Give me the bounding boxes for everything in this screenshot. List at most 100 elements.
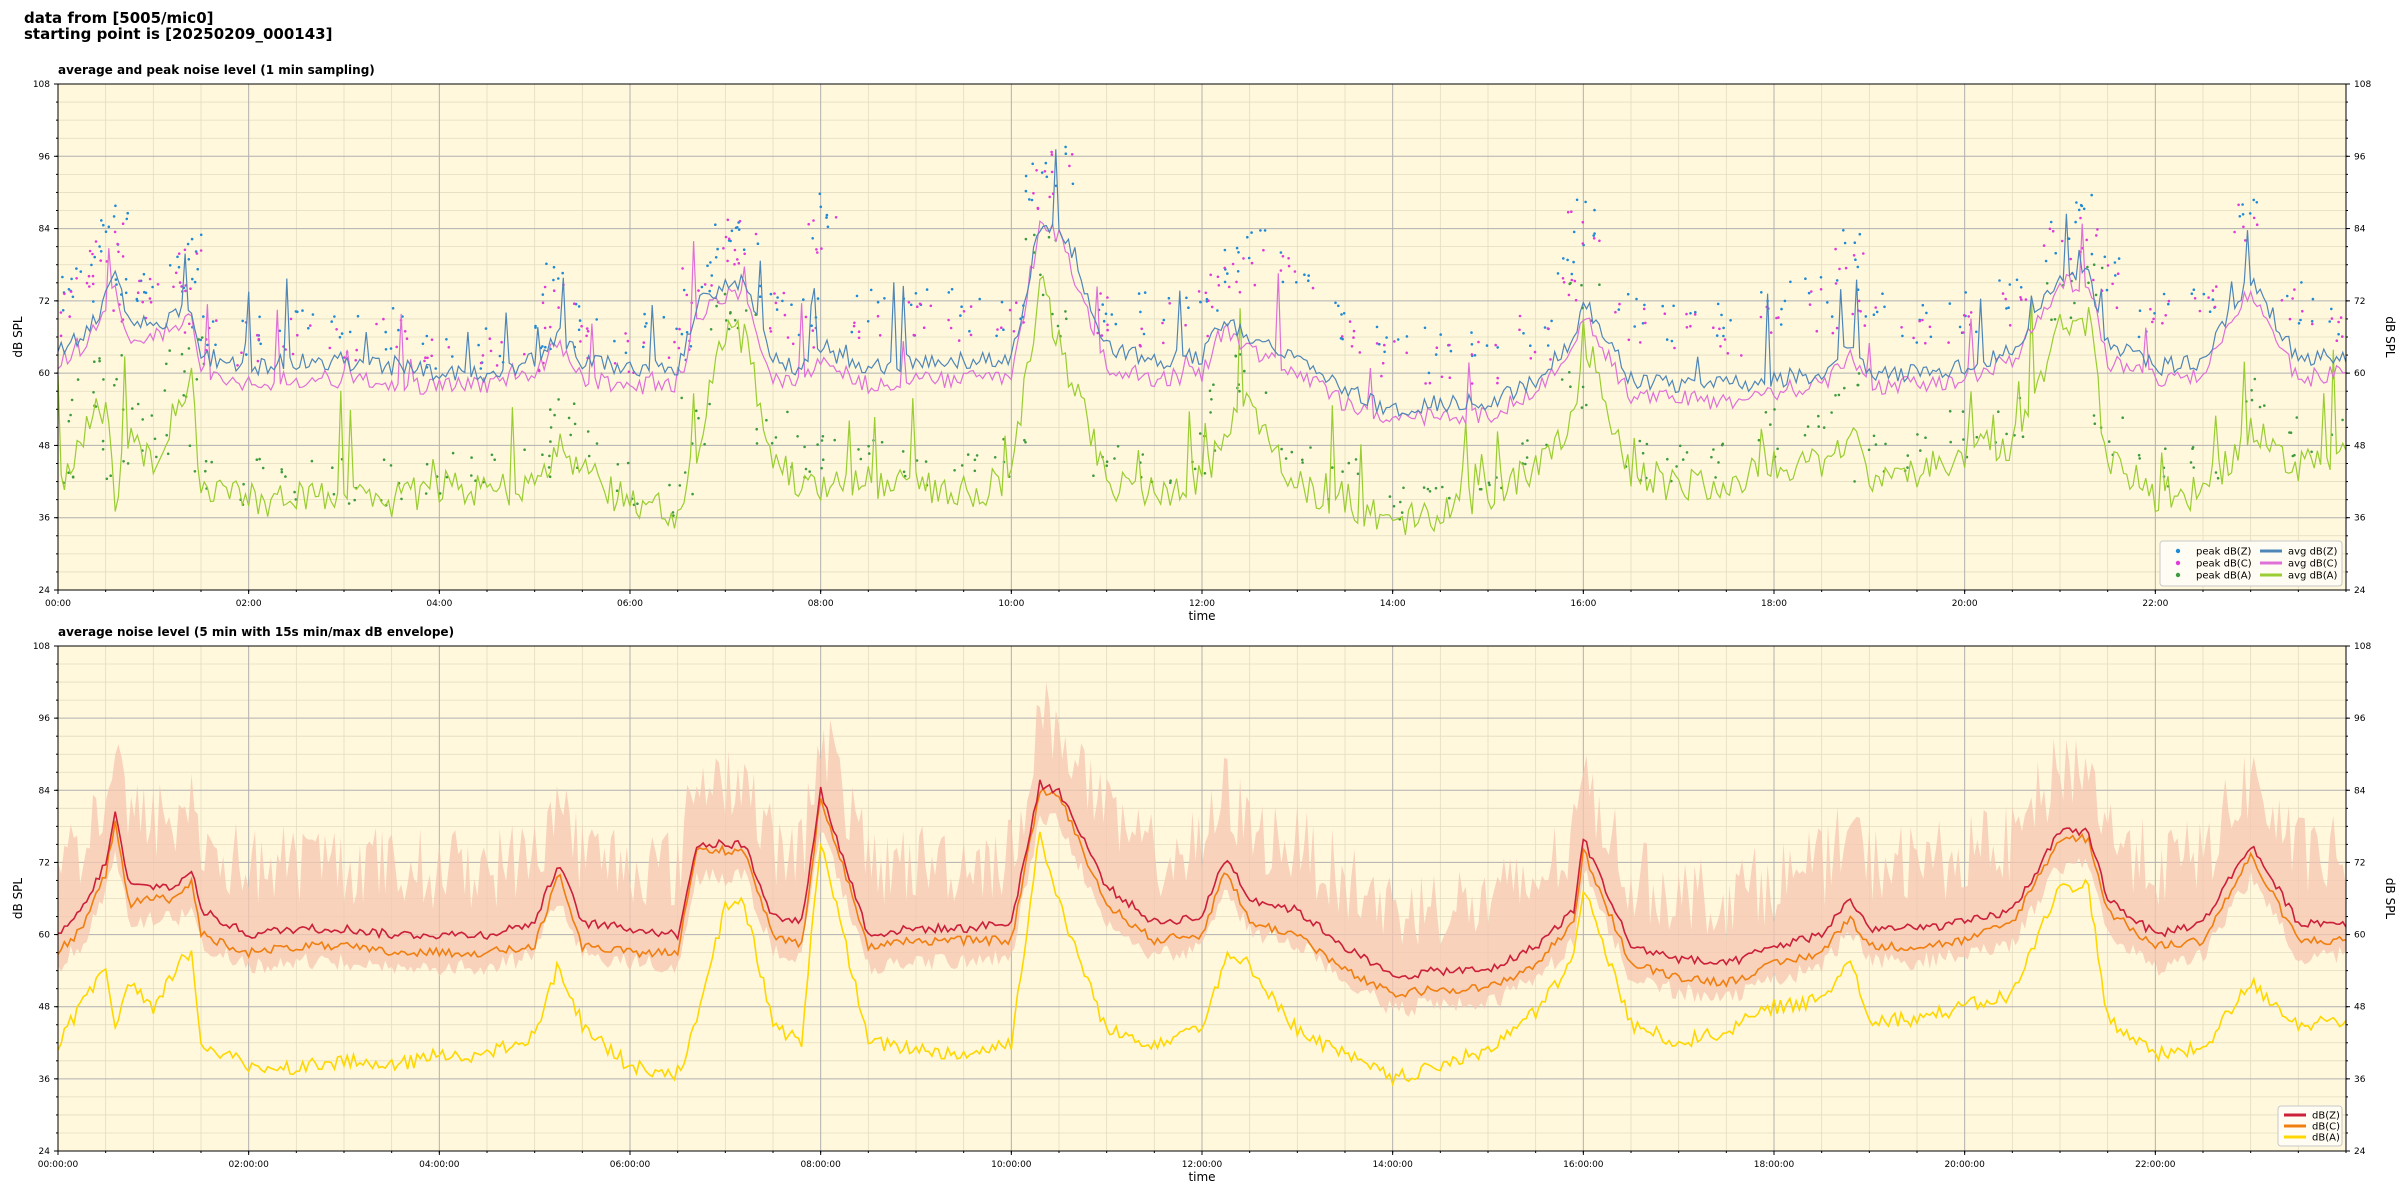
peak-z-point xyxy=(914,292,918,295)
peak-z-point xyxy=(1375,325,1379,329)
y-tick-label-right: 36 xyxy=(2354,1075,2366,1085)
peak-c-point xyxy=(91,282,95,286)
x-tick-label: 02:00:00 xyxy=(228,1160,269,1170)
peak-a-point xyxy=(1422,486,1426,489)
y-tick-label-left: 24 xyxy=(39,586,51,596)
peak-a-point xyxy=(280,468,284,471)
peak-z-point xyxy=(1783,299,1787,303)
x-tick-label: 18:00:00 xyxy=(1754,1160,1795,1170)
peak-z-point xyxy=(340,332,344,335)
peak-a-point xyxy=(1817,425,1820,428)
peak-a-point xyxy=(902,470,906,474)
y-axis-label-right: dB SPL xyxy=(2383,878,2397,920)
peak-z-point xyxy=(810,324,813,328)
peak-z-point xyxy=(100,219,103,222)
peak-c-point xyxy=(2020,298,2023,301)
peak-c-point xyxy=(929,304,933,308)
peak-a-point xyxy=(168,349,171,352)
peak-z-point xyxy=(577,305,581,308)
peak-a-point xyxy=(1580,406,1584,409)
peak-a-point xyxy=(1141,453,1145,456)
peak-c-point xyxy=(768,327,772,330)
peak-c-point xyxy=(1207,299,1210,303)
peak-a-point xyxy=(105,477,109,481)
peak-c-point xyxy=(1835,326,1839,330)
peak-c-point xyxy=(783,313,787,317)
peak-z-point xyxy=(2044,259,2048,263)
peak-c-point xyxy=(1769,331,1773,334)
peak-z-point xyxy=(1921,303,1925,307)
y-tick-label-left: 72 xyxy=(39,297,50,307)
peak-a-point xyxy=(67,471,70,475)
peak-z-point xyxy=(124,291,128,295)
peak-c-point xyxy=(685,293,689,297)
peak-z-point xyxy=(1250,231,1253,234)
peak-z-point xyxy=(1226,272,1229,275)
peak-z-point xyxy=(1522,332,1525,335)
peak-z-point xyxy=(107,225,111,229)
peak-a-point xyxy=(901,450,905,453)
peak-c-point xyxy=(812,346,815,349)
peak-a-point xyxy=(2341,418,2344,422)
peak-z-point xyxy=(1449,349,1453,353)
peak-c-point xyxy=(743,252,746,256)
peak-c-point xyxy=(257,337,261,341)
peak-a-point xyxy=(1426,487,1430,491)
peak-z-point xyxy=(1295,281,1298,284)
peak-c-point xyxy=(2151,320,2154,324)
peak-z-point xyxy=(67,288,71,291)
legend-label: dB(A) xyxy=(2312,1133,2340,1144)
peak-c-point xyxy=(2096,228,2099,231)
peak-c-point xyxy=(1405,351,1408,355)
peak-c-point xyxy=(2060,239,2064,243)
peak-z-point xyxy=(1045,175,1049,179)
peak-z-point xyxy=(1071,182,1075,186)
peak-a-point xyxy=(2050,318,2053,322)
peak-a-point xyxy=(1906,454,1910,457)
peak-c-point xyxy=(585,327,589,330)
peak-z-point xyxy=(2113,261,2117,264)
peak-a-point xyxy=(92,391,95,394)
y-tick-label-left: 108 xyxy=(33,642,50,652)
peak-z-point xyxy=(2103,255,2107,259)
peak-a-point xyxy=(1948,409,1952,413)
peak-a-point xyxy=(668,483,671,487)
peak-z-point xyxy=(1556,272,1560,275)
peak-a-point xyxy=(141,418,144,421)
peak-c-point xyxy=(2001,292,2005,295)
peak-c-point xyxy=(284,348,287,351)
peak-c-point xyxy=(1561,277,1565,280)
peak-c-point xyxy=(852,324,856,328)
peak-c-point xyxy=(188,322,191,326)
peak-a-point xyxy=(2189,461,2193,464)
peak-z-point xyxy=(1835,279,1839,282)
peak-z-point xyxy=(544,345,547,349)
peak-c-point xyxy=(969,333,973,337)
peak-a-point xyxy=(1526,439,1529,442)
peak-a-point xyxy=(293,490,296,494)
peak-c-point xyxy=(1900,326,1903,329)
peak-a-point xyxy=(1962,438,1965,441)
peak-a-point xyxy=(242,482,245,486)
peak-a-point xyxy=(98,359,101,363)
peak-c-point xyxy=(552,289,556,293)
peak-a-point xyxy=(2293,453,2296,457)
series-peak-c xyxy=(59,150,2344,385)
peak-a-point xyxy=(113,383,116,387)
peak-z-point xyxy=(700,285,704,289)
peak-c-point xyxy=(1287,257,1290,260)
peak-z-point xyxy=(307,326,310,330)
peak-z-point xyxy=(2252,198,2255,202)
peak-c-point xyxy=(447,346,451,349)
peak-z-point xyxy=(737,228,741,231)
peak-c-point xyxy=(195,252,199,255)
peak-a-point xyxy=(786,410,789,414)
peak-c-point xyxy=(710,284,713,287)
peak-a-point xyxy=(451,451,455,455)
peak-c-point xyxy=(1924,341,1927,345)
peak-c-point xyxy=(2152,317,2155,321)
peak-a-point xyxy=(1488,483,1491,487)
peak-z-point xyxy=(1000,300,1004,304)
peak-z-point xyxy=(245,353,248,356)
peak-c-point xyxy=(172,285,175,289)
